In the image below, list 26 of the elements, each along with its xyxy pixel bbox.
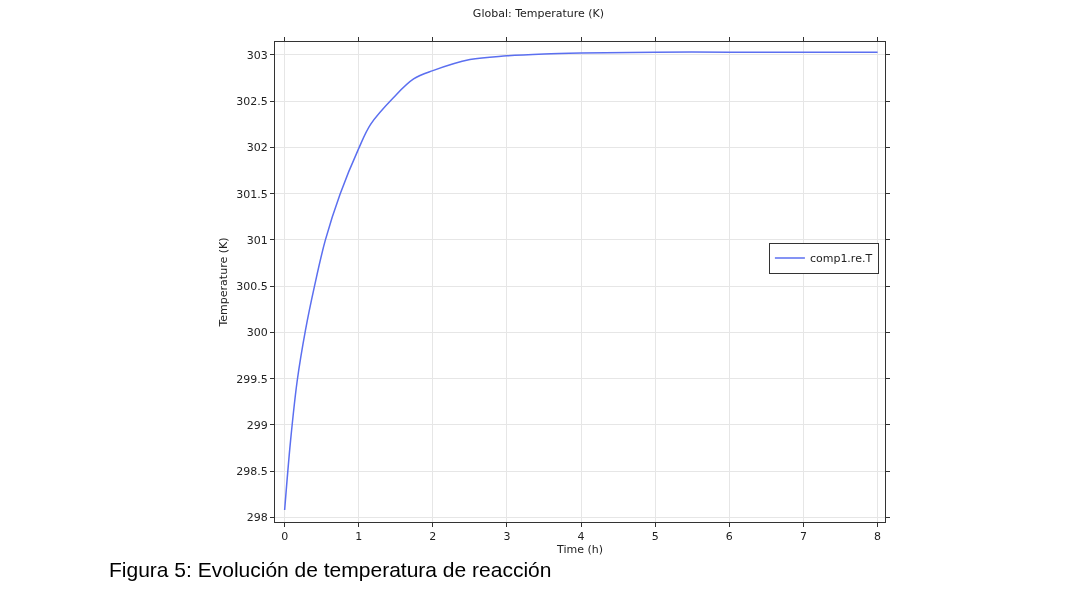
x-tick-label: 1 xyxy=(355,530,363,544)
y-tick-label: 301 xyxy=(246,233,268,247)
x-tick-label: 3 xyxy=(503,530,511,544)
y-tick-label: 301.5 xyxy=(236,187,268,201)
x-tick-label: 5 xyxy=(651,530,659,544)
x-tick-label: 6 xyxy=(725,530,733,544)
x-tick-label: 2 xyxy=(429,530,437,544)
y-tick-label: 302.5 xyxy=(236,95,268,109)
y-tick-label: 303 xyxy=(246,48,268,62)
line-series xyxy=(283,51,879,511)
legend-label: comp1.re.T xyxy=(809,252,873,266)
text: Figura 5: Evolución de temperatura de reacción xyxy=(109,558,552,581)
y-axis-title: Temperature (K) xyxy=(216,237,230,328)
y-tick-label: 302 xyxy=(246,141,268,155)
y-tick-label: 298.5 xyxy=(236,464,268,478)
y-tick-label: 298 xyxy=(246,511,268,525)
x-tick-label: 0 xyxy=(281,530,289,544)
y-tick-label: 300 xyxy=(246,326,268,340)
chart-title: Global: Temperature (K) xyxy=(472,6,605,20)
y-tick-label: 299 xyxy=(246,418,268,432)
y-tick-label: 300.5 xyxy=(236,280,268,294)
y-tick-label: 299.5 xyxy=(236,372,268,386)
x-axis-title: Time (h) xyxy=(556,543,603,557)
x-tick-label: 8 xyxy=(874,530,882,544)
x-tick-label: 7 xyxy=(799,530,807,544)
x-tick-label: 4 xyxy=(577,530,585,544)
